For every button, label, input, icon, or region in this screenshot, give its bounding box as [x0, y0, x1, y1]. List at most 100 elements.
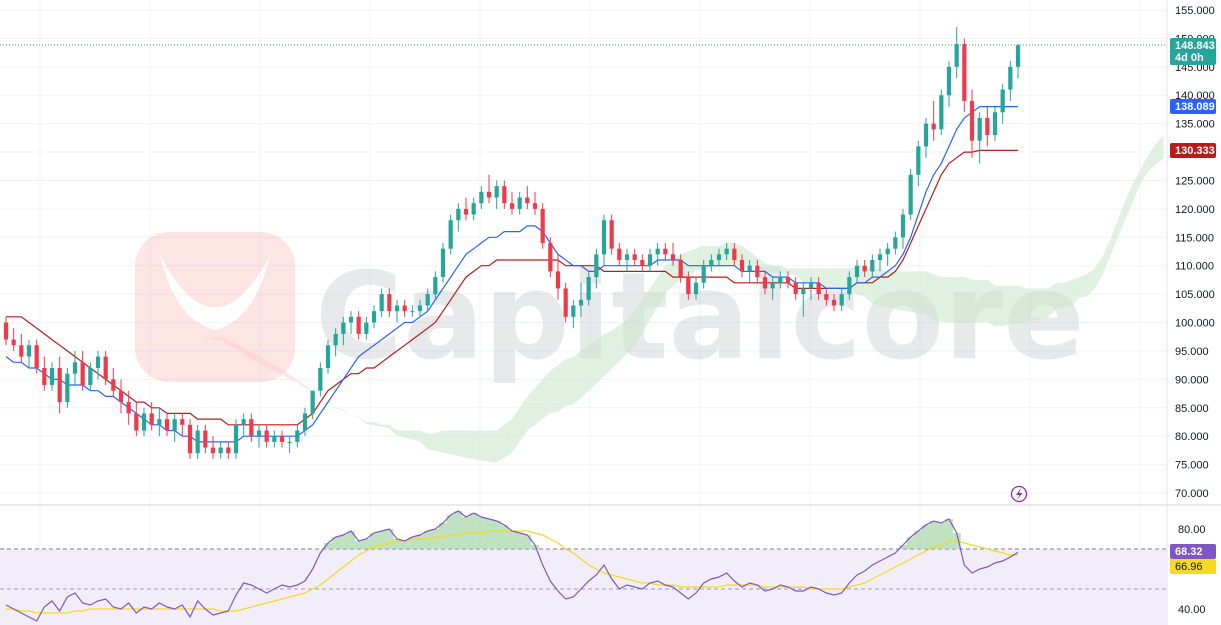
candle — [824, 288, 829, 306]
candle-body — [831, 299, 837, 306]
candle — [141, 407, 147, 437]
candle — [540, 203, 545, 249]
candle — [870, 254, 875, 278]
candle — [594, 248, 599, 289]
candle-body — [471, 203, 476, 215]
candle-body — [371, 311, 377, 323]
price-tick-label: 115.000 — [1175, 232, 1214, 244]
price-tick-label: 155.000 — [1175, 5, 1215, 17]
price-tick-label: 75.000 — [1175, 460, 1209, 472]
candle-body — [356, 316, 361, 334]
candle-body — [134, 413, 139, 431]
candle — [839, 288, 844, 312]
candle — [908, 169, 913, 221]
candle-body — [992, 112, 998, 136]
candle-body — [103, 356, 108, 380]
cloud-segment — [604, 331, 612, 377]
candle — [95, 350, 101, 380]
price-tick-label: 135.000 — [1175, 119, 1215, 131]
candle-body — [95, 356, 101, 368]
candle-body — [900, 214, 906, 238]
candle-body — [1000, 89, 1005, 113]
candle — [387, 288, 392, 317]
candle-body — [647, 254, 653, 266]
candle — [272, 430, 277, 448]
candle — [34, 339, 39, 374]
cloud-segment — [765, 262, 773, 273]
cloud-segment — [251, 351, 259, 363]
candle-body — [839, 294, 844, 306]
candle — [471, 197, 476, 221]
rsi-ma-tag-text: 66.96 — [1175, 561, 1203, 573]
candle — [456, 203, 461, 232]
candle — [601, 214, 607, 266]
candle — [977, 112, 982, 164]
price-tick-label: 110.000 — [1175, 261, 1214, 273]
cloud-segment — [1117, 200, 1126, 239]
cloud-segment — [1048, 282, 1057, 317]
candle — [509, 191, 515, 215]
cloud-segment — [696, 245, 704, 271]
candle — [172, 413, 177, 442]
candle — [762, 271, 768, 295]
cloud-segment — [657, 265, 666, 307]
candle-body — [877, 254, 883, 261]
watermark-logo-mark — [160, 255, 270, 330]
cloud-segment — [1010, 285, 1018, 325]
cloud-segment — [933, 274, 942, 322]
cloud-segment — [351, 415, 359, 417]
cloud-segment — [466, 430, 474, 460]
cloud-segment — [642, 288, 650, 334]
candle-body — [862, 265, 867, 272]
lightning-icon[interactable] — [1010, 485, 1028, 503]
candle — [724, 242, 729, 261]
candle-body — [42, 367, 47, 386]
candle-body — [295, 430, 300, 442]
candle — [900, 208, 906, 249]
cloud-segment — [1064, 279, 1072, 308]
candle — [793, 277, 798, 300]
price-tick-label: 95.000 — [1175, 346, 1209, 358]
candle — [739, 254, 745, 278]
tenkan-tag: 138.089 — [1170, 99, 1216, 114]
tenkan-tag-bg — [1170, 99, 1216, 114]
candle — [563, 282, 568, 323]
candle — [747, 260, 752, 283]
cloud-segment — [542, 370, 551, 419]
candle — [410, 305, 415, 317]
candle — [241, 413, 246, 437]
candle — [962, 38, 967, 113]
price-tick-label: 90.000 — [1175, 374, 1209, 386]
cloud-segment — [504, 419, 512, 458]
candle-body — [440, 248, 446, 278]
cloud-segment — [243, 347, 252, 360]
candle-body — [348, 316, 354, 323]
rsi-tick-label: 40.00 — [1178, 604, 1206, 616]
cloud-segment — [550, 365, 558, 413]
candle — [26, 339, 32, 368]
candle-body — [218, 447, 223, 454]
candle — [778, 271, 783, 289]
candle — [210, 436, 216, 459]
candle-body — [716, 254, 722, 261]
price-axis: 155.000150.000145.000140.000135.000130.0… — [1175, 5, 1215, 500]
cloud-segment — [519, 396, 528, 442]
cloud-segment — [297, 379, 305, 388]
candle-body — [969, 100, 975, 141]
rsi-tick-label: 80.00 — [1178, 524, 1206, 536]
candle — [218, 441, 223, 459]
candle — [732, 242, 737, 266]
cloud-segment — [435, 430, 443, 453]
candle — [302, 407, 308, 437]
price-tick-label: 70.000 — [1175, 488, 1209, 500]
cloud-segment — [220, 335, 229, 346]
candle — [969, 89, 975, 158]
candle — [1000, 83, 1005, 124]
candle-body — [923, 123, 929, 147]
cloud-segment — [1079, 274, 1087, 299]
candle — [816, 277, 821, 300]
candle-body — [180, 419, 185, 425]
candle-body — [555, 271, 561, 289]
